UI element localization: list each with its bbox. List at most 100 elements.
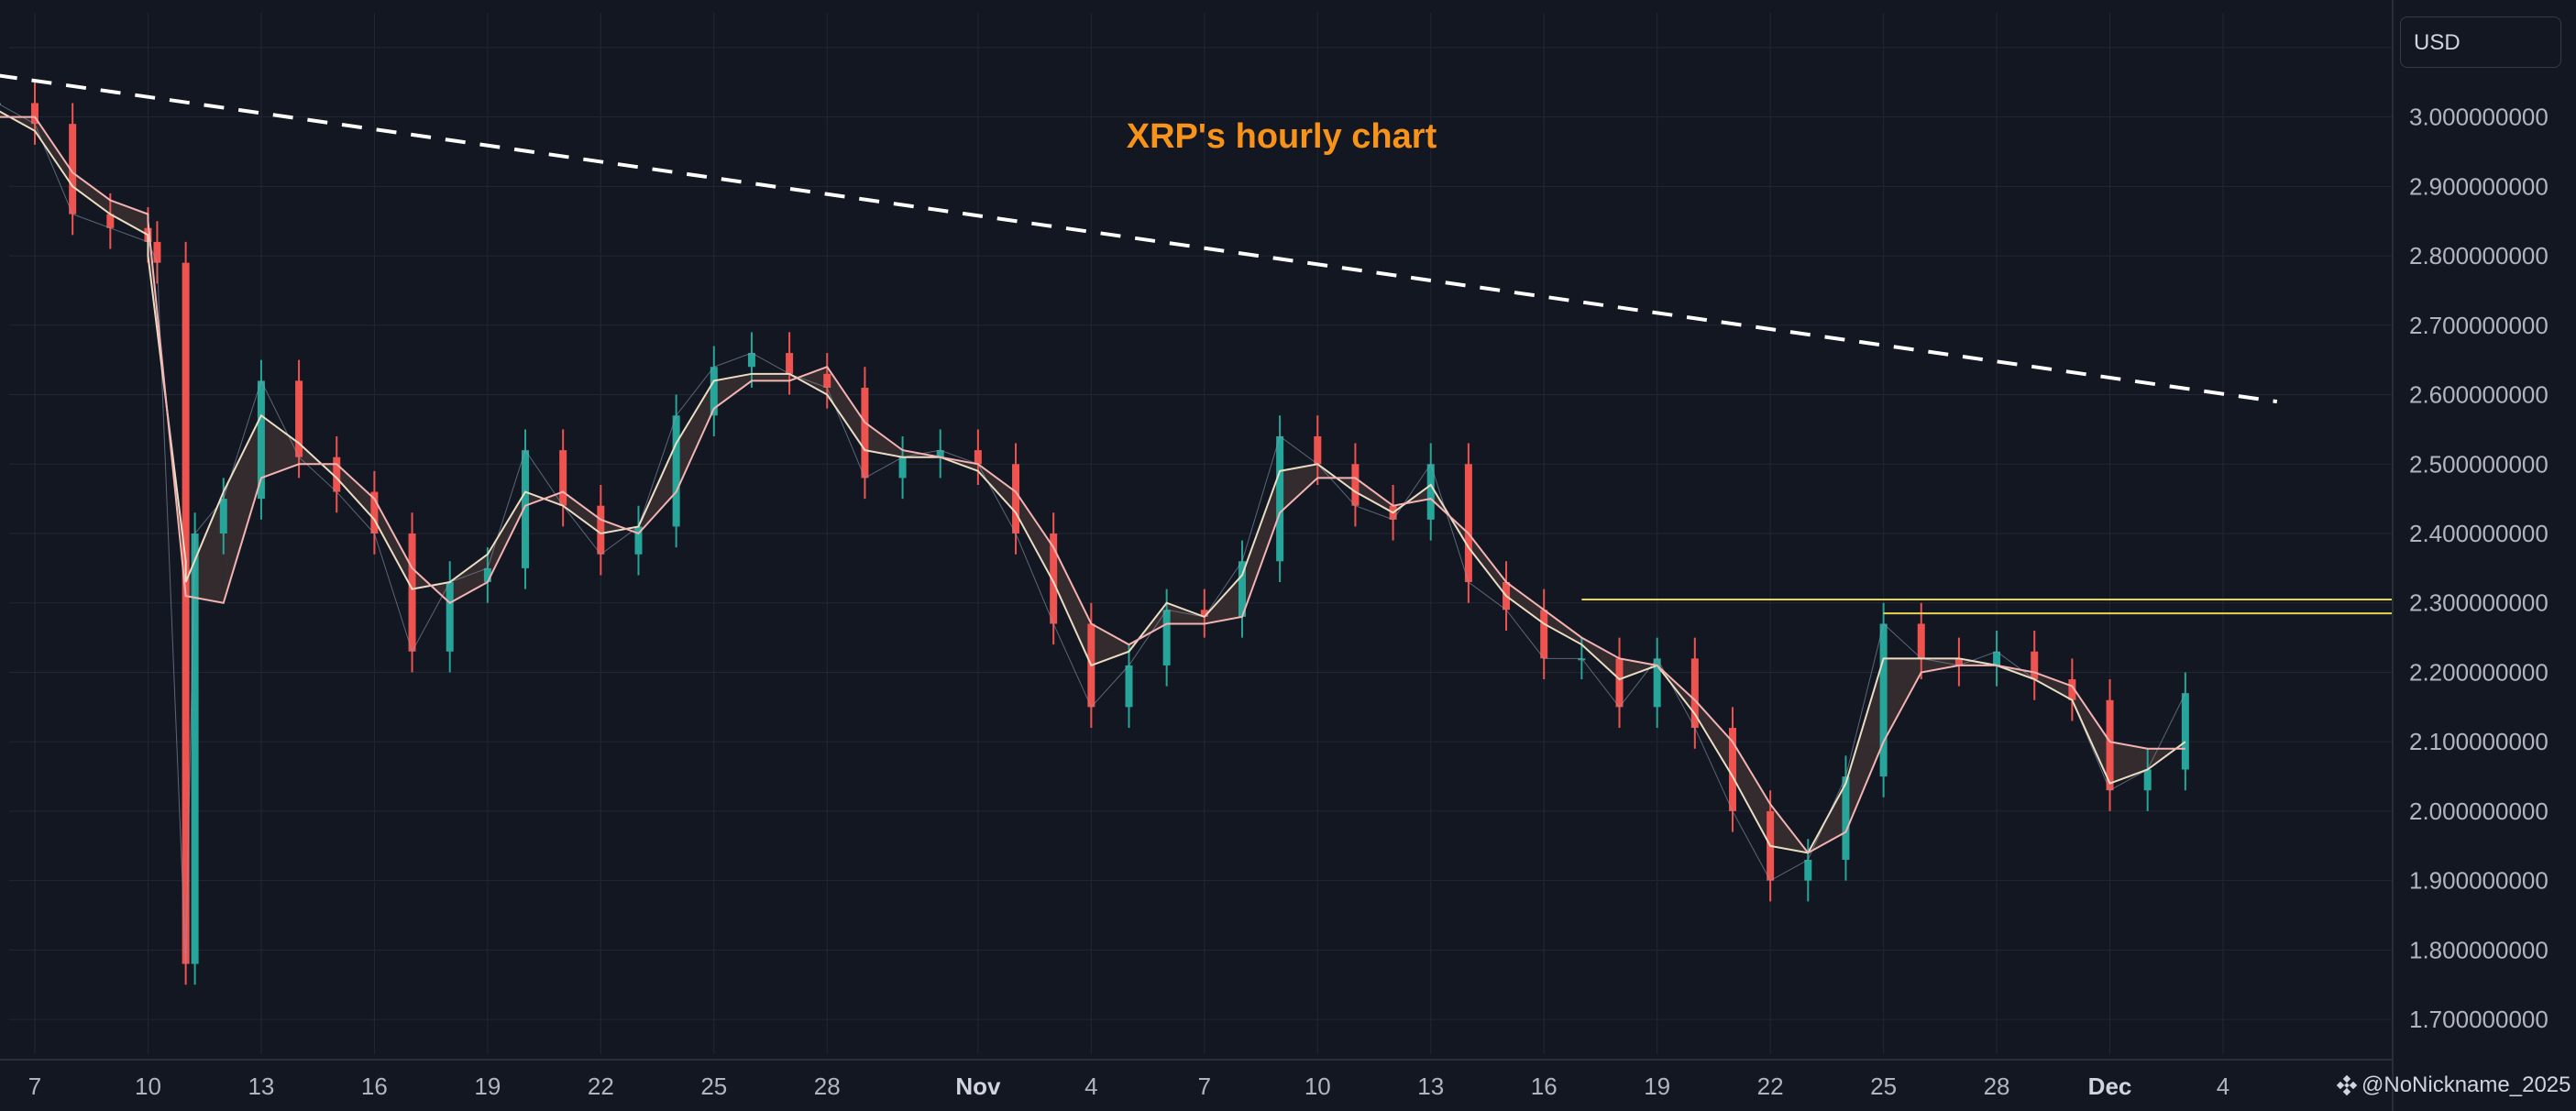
- cloud-segment: [449, 554, 488, 603]
- candle-body: [191, 534, 199, 964]
- cloud-segment: [2034, 672, 2073, 700]
- chart-title: XRP's hourly chart: [1126, 117, 1437, 156]
- y-tick-label: 2.900000000: [2409, 172, 2548, 200]
- watermark-handle: @NoNickname_2025: [2361, 1072, 2571, 1097]
- candle-body: [672, 415, 680, 527]
- x-tick-label: Dec: [2088, 1072, 2132, 1100]
- x-tick-label: 28: [1984, 1072, 2010, 1100]
- candle-body: [153, 241, 161, 263]
- x-tick-label: 10: [1305, 1072, 1331, 1100]
- candle-body: [1050, 534, 1058, 624]
- candle-body: [106, 214, 115, 228]
- x-tick-label: 19: [474, 1072, 501, 1100]
- y-tick-label: 1.700000000: [2409, 1006, 2548, 1033]
- x-tick-label: 16: [1531, 1072, 1558, 1100]
- candle-body: [1540, 610, 1548, 659]
- y-tick-label: 2.600000000: [2409, 381, 2548, 409]
- cloud-segment: [1921, 658, 1959, 673]
- cloud-segment: [1016, 491, 1054, 583]
- watermark: @NoNickname_2025: [2336, 1072, 2570, 1098]
- candle-body: [1615, 658, 1624, 708]
- candle-body: [861, 387, 869, 478]
- y-tick-label: 2.400000000: [2409, 520, 2548, 547]
- candle-body: [1879, 623, 1888, 777]
- candle-body: [446, 582, 454, 652]
- binance-logo-icon: [2336, 1074, 2358, 1096]
- currency-selector[interactable]: USD: [2400, 16, 2561, 68]
- cloud-segment: [1544, 610, 1582, 645]
- x-tick-label: 4: [1084, 1072, 1097, 1100]
- cloud-segment: [1732, 742, 1771, 846]
- ichimoku-lines: [0, 110, 2186, 854]
- candle-body: [1351, 464, 1360, 506]
- candle-body: [2181, 693, 2189, 770]
- x-tick-label: 7: [1198, 1072, 1211, 1100]
- candle-body: [710, 367, 718, 416]
- candle-body: [219, 499, 227, 534]
- cloud-segment: [1506, 582, 1545, 624]
- candle-body: [1125, 665, 1133, 708]
- cloud-segment: [487, 491, 526, 583]
- cloud-segment: [336, 464, 375, 520]
- candle-body: [974, 450, 982, 465]
- candle-body: [823, 373, 831, 388]
- candle-body: [69, 124, 77, 214]
- candle-body: [522, 450, 530, 568]
- candle-body: [31, 103, 39, 125]
- x-tick-label: 22: [1757, 1072, 1784, 1100]
- cloud-segment: [1355, 478, 1393, 513]
- candle-body: [257, 380, 265, 500]
- cloud-segment: [35, 116, 73, 187]
- x-tick-label: 16: [361, 1072, 388, 1100]
- cloud-segment: [751, 373, 790, 381]
- candle-body: [747, 353, 755, 368]
- candle-body: [1993, 651, 2001, 666]
- x-tick-label: 25: [1870, 1072, 1897, 1100]
- candle-body: [1238, 561, 1246, 617]
- base-line: [0, 116, 2185, 854]
- candle-body: [1464, 464, 1472, 583]
- candle-body: [898, 456, 907, 478]
- cloud-segment: [713, 373, 752, 409]
- candle-body: [2031, 651, 2039, 680]
- cloud-segment: [1241, 470, 1281, 617]
- x-tick-label: 7: [28, 1072, 41, 1100]
- cloud-segment: [1845, 658, 1884, 832]
- x-tick-label: 13: [248, 1072, 274, 1100]
- candle-body: [1653, 658, 1661, 708]
- candle-body: [1690, 658, 1699, 729]
- x-tick-label: 25: [700, 1072, 727, 1100]
- candle-body: [1578, 658, 1586, 661]
- cloud-segment: [260, 415, 300, 478]
- candle-body: [333, 456, 341, 492]
- x-tick-label: Nov: [955, 1072, 1001, 1100]
- x-tick-label: 28: [814, 1072, 841, 1100]
- candle-body: [1842, 776, 1850, 860]
- candle-body: [1917, 623, 1925, 659]
- y-tick-label: 2.300000000: [2409, 589, 2548, 617]
- candle-body: [483, 567, 491, 583]
- y-tick-label: 2.100000000: [2409, 728, 2548, 755]
- cloud-segment: [563, 491, 601, 534]
- cloud-segment: [676, 380, 714, 492]
- cloud-segment: [1883, 658, 1921, 742]
- candle-body: [1804, 859, 1812, 881]
- candle-body: [0, 103, 1, 105]
- candle-body: [295, 380, 303, 457]
- candle-body: [370, 491, 379, 534]
- y-tick-label: 1.900000000: [2409, 867, 2548, 895]
- candles: [0, 82, 2189, 985]
- cloud-segment: [72, 172, 111, 214]
- candle-body: [1954, 658, 1963, 666]
- candle-body: [408, 534, 416, 652]
- cloud-segment: [1204, 575, 1242, 624]
- cloud-segment: [977, 464, 1017, 513]
- y-tick-label: 2.700000000: [2409, 312, 2548, 339]
- candle-body: [597, 505, 605, 555]
- candle-body: [2068, 679, 2076, 700]
